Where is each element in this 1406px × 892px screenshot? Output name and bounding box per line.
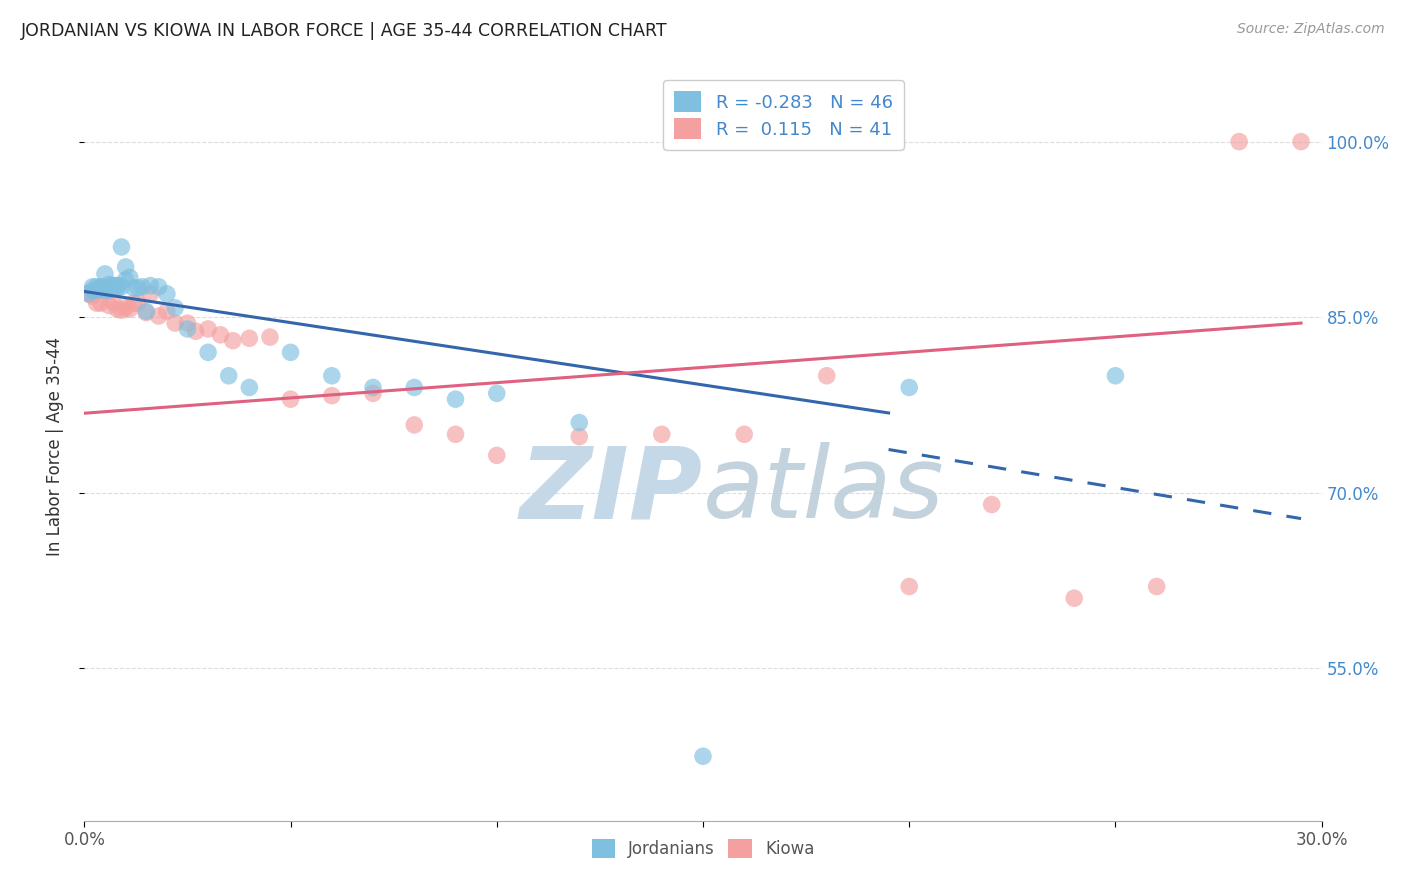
Point	[118, 301, 141, 316]
Point	[148, 309, 170, 323]
Point	[114, 260, 136, 274]
Point	[127, 296, 149, 310]
Point	[98, 277, 121, 292]
Point	[444, 392, 467, 407]
Point	[485, 386, 508, 401]
Point	[148, 280, 170, 294]
Point	[110, 280, 132, 294]
Text: JORDANIAN VS KIOWA IN LABOR FORCE | AGE 35-44 CORRELATION CHART: JORDANIAN VS KIOWA IN LABOR FORCE | AGE …	[21, 22, 668, 40]
Point	[82, 289, 104, 303]
Point	[98, 299, 121, 313]
Point	[110, 303, 132, 318]
Point	[238, 380, 260, 394]
Point	[259, 330, 281, 344]
Point	[361, 386, 384, 401]
Point	[90, 296, 112, 310]
Point	[114, 273, 136, 287]
Point	[184, 324, 207, 338]
Point	[197, 322, 219, 336]
Point	[1104, 368, 1126, 383]
Point	[156, 304, 179, 318]
Point	[165, 316, 187, 330]
Point	[139, 278, 162, 293]
Point	[1289, 135, 1312, 149]
Point	[77, 286, 100, 301]
Point	[118, 270, 141, 285]
Point	[86, 280, 108, 294]
Point	[156, 286, 179, 301]
Point	[86, 283, 108, 297]
Point	[238, 331, 260, 345]
Y-axis label: In Labor Force | Age 35-44: In Labor Force | Age 35-44	[45, 336, 63, 556]
Legend: Jordanians, Kiowa: Jordanians, Kiowa	[585, 833, 821, 864]
Point	[361, 380, 384, 394]
Text: Source: ZipAtlas.com: Source: ZipAtlas.com	[1237, 22, 1385, 37]
Point	[898, 380, 921, 394]
Point	[568, 430, 591, 444]
Point	[90, 282, 112, 296]
Point	[82, 283, 104, 297]
Point	[692, 749, 714, 764]
Point	[135, 305, 157, 319]
Point	[103, 295, 125, 310]
Point	[404, 417, 426, 432]
Point	[197, 345, 219, 359]
Point	[110, 240, 132, 254]
Point	[1146, 580, 1168, 594]
Point	[444, 427, 467, 442]
Point	[122, 281, 145, 295]
Point	[1227, 135, 1250, 149]
Point	[114, 301, 136, 315]
Point	[568, 416, 591, 430]
Point	[103, 278, 125, 293]
Point	[103, 278, 125, 293]
Point	[280, 392, 302, 407]
Text: atlas: atlas	[703, 442, 945, 540]
Point	[139, 286, 162, 301]
Point	[94, 267, 117, 281]
Point	[222, 334, 245, 348]
Point	[105, 281, 128, 295]
Point	[980, 498, 1002, 512]
Point	[321, 389, 343, 403]
Point	[176, 322, 198, 336]
Point	[98, 281, 121, 295]
Point	[105, 301, 128, 316]
Point	[898, 580, 921, 594]
Point	[94, 283, 117, 297]
Point	[280, 345, 302, 359]
Point	[90, 281, 112, 295]
Point	[165, 301, 187, 315]
Point	[94, 280, 117, 294]
Point	[131, 280, 153, 294]
Text: ZIP: ZIP	[520, 442, 703, 540]
Point	[86, 296, 108, 310]
Point	[94, 282, 117, 296]
Point	[1063, 591, 1085, 606]
Point	[82, 280, 104, 294]
Point	[176, 316, 198, 330]
Point	[321, 368, 343, 383]
Point	[77, 286, 100, 301]
Point	[105, 278, 128, 293]
Point	[733, 427, 755, 442]
Point	[209, 327, 232, 342]
Point	[218, 368, 240, 383]
Point	[651, 427, 673, 442]
Point	[815, 368, 838, 383]
Point	[122, 296, 145, 310]
Point	[485, 449, 508, 463]
Point	[105, 278, 128, 293]
Point	[90, 280, 112, 294]
Point	[404, 380, 426, 394]
Point	[127, 281, 149, 295]
Point	[135, 304, 157, 318]
Point	[98, 283, 121, 297]
